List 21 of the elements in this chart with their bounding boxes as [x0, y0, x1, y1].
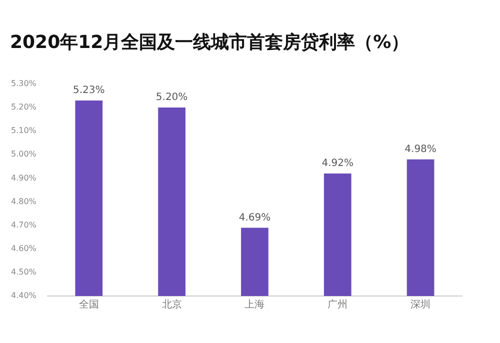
- x-tick-label: 全国: [78, 298, 99, 311]
- data-label: 4.98%: [404, 144, 436, 155]
- y-tick-label: 5.00%: [10, 150, 37, 159]
- y-tick-label: 5.20%: [10, 102, 37, 112]
- y-tick-label: 4.90%: [10, 173, 37, 182]
- y-tick-label: 4.70%: [10, 220, 37, 230]
- y-tick-label: 5.30%: [10, 79, 37, 88]
- data-label: 5.23%: [72, 85, 105, 96]
- x-tick-label: 北京: [162, 298, 182, 311]
- y-tick-label: 4.40%: [10, 291, 37, 300]
- x-tick-label: 深圳: [410, 298, 431, 311]
- chart-title: 2020年12月全国及一线城市首套房贷利率（%）: [10, 31, 410, 54]
- x-tick-label: 广州: [328, 298, 348, 311]
- data-label: 4.92%: [322, 158, 354, 170]
- data-label: 5.20%: [156, 92, 188, 104]
- y-tick-label: 4.50%: [10, 268, 37, 277]
- y-tick-label: 4.80%: [10, 196, 37, 206]
- y-tick-label: 4.60%: [10, 244, 37, 253]
- y-tick-label: 5.10%: [10, 126, 37, 136]
- x-tick-label: 上海: [244, 298, 265, 311]
- data-label: 4.69%: [238, 212, 271, 224]
